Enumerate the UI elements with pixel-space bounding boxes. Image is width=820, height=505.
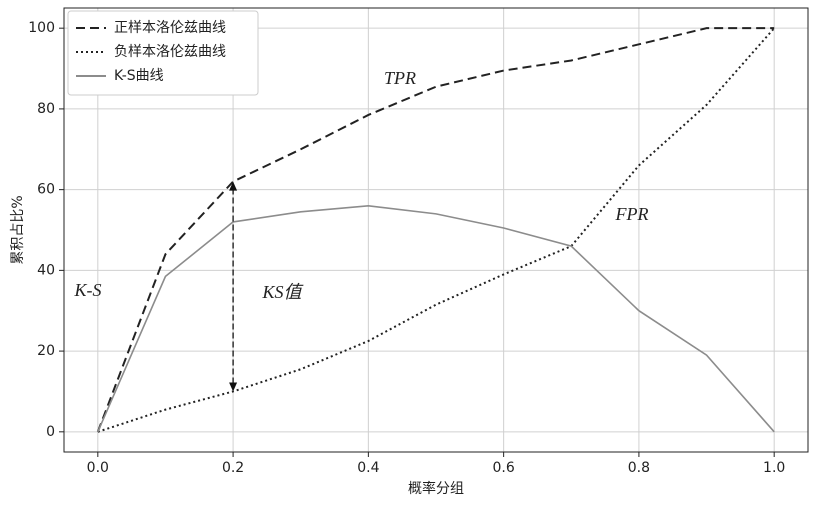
x-tick-label: 1.0 xyxy=(763,460,785,476)
y-axis-label: 累积占比% xyxy=(10,195,26,264)
y-tick-label: 0 xyxy=(46,424,55,440)
y-tick-label: 100 xyxy=(28,20,55,36)
plot-frame xyxy=(63,7,809,453)
x-tick-label: 0.4 xyxy=(357,460,379,476)
y-tick-label: 20 xyxy=(37,343,55,359)
x-axis-label: 概率分组 xyxy=(408,480,464,497)
x-tick-label: 0.0 xyxy=(87,460,109,476)
annotation: K-S xyxy=(74,280,102,300)
series-line xyxy=(96,27,775,433)
annotation: TPR xyxy=(384,68,416,88)
series-line xyxy=(97,204,775,433)
arrow-head xyxy=(229,181,238,191)
x-tick-label: 0.2 xyxy=(222,460,244,476)
x-tick-label: 0.8 xyxy=(628,460,650,476)
x-tick-label: 0.6 xyxy=(493,460,515,476)
legend-label: K-S曲线 xyxy=(114,68,164,84)
y-tick-label: 80 xyxy=(37,101,55,117)
y-tick-label: 60 xyxy=(37,182,55,198)
annotation: KS值 xyxy=(261,282,304,302)
y-tick-label: 40 xyxy=(37,262,55,278)
legend-label: 正样本洛伦兹曲线 xyxy=(114,20,226,36)
annotation: FPR xyxy=(615,204,649,224)
legend-box xyxy=(67,10,259,96)
arrow-head xyxy=(229,382,238,392)
series-line xyxy=(97,27,775,433)
legend-label: 负样本洛伦兹曲线 xyxy=(114,44,226,60)
